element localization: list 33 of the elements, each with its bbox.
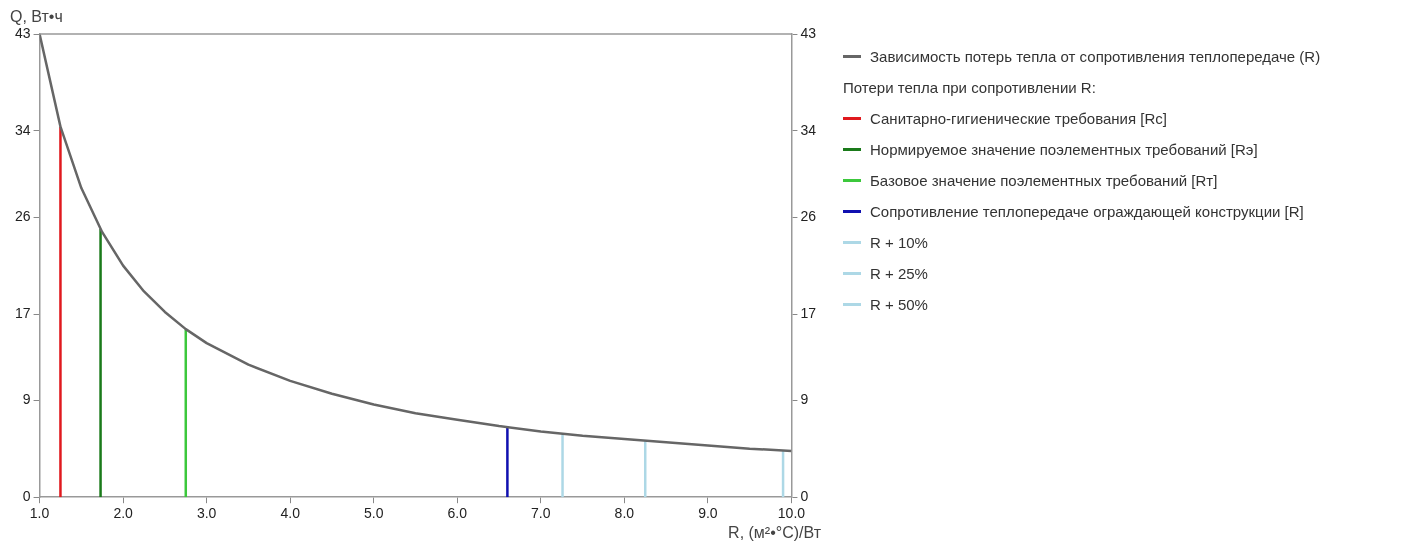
y-tick-label: 43 <box>14 24 31 41</box>
x-tick-label: 6.0 <box>447 505 468 522</box>
y2-tick-label: 43 <box>800 24 817 41</box>
x-tick-label: 10.0 <box>777 505 806 522</box>
x-tick-label: 7.0 <box>531 505 551 522</box>
y-tick-label: 0 <box>22 488 31 505</box>
y2-tick-label: 34 <box>800 121 817 138</box>
x-tick-label: 1.0 <box>29 505 50 522</box>
x-axis-title: R, (м²•°C)/Вт <box>728 524 822 542</box>
legend-label: R + 25% <box>870 264 928 284</box>
y2-tick-label: 9 <box>800 391 809 408</box>
legend-label: Сопротивление теплопередаче ограждающей конструкции [R] <box>870 202 1304 222</box>
x-tick-label: 2.0 <box>113 505 134 522</box>
legend-label: Санитарно-гигиенические требования [Rc] <box>870 109 1167 129</box>
x-tick-label: 4.0 <box>280 505 301 522</box>
x-tick-label: 3.0 <box>196 505 217 522</box>
y2-tick-label: 0 <box>800 488 809 505</box>
legend-title: Потери тепла при сопротивлении R: <box>843 78 1097 98</box>
y-tick-label: 9 <box>22 391 31 408</box>
legend-label: R + 10% <box>870 233 928 253</box>
y-tick-label: 17 <box>14 304 31 321</box>
legend-label: Базовое значение поэлементных требований [Rт] <box>870 171 1218 191</box>
legend-label: Зависимость потерь тепла от сопротивления теплопередаче (R) <box>870 47 1321 67</box>
legend-label: R + 50% <box>870 295 928 315</box>
x-tick-label: 5.0 <box>364 505 384 522</box>
x-tick-label: 9.0 <box>698 505 718 522</box>
x-tick-label: 8.0 <box>614 505 635 522</box>
legend-label: Нормируемое значение поэлементных требований [Rэ] <box>870 140 1258 160</box>
y-tick-label: 26 <box>14 207 31 224</box>
y-tick-label: 34 <box>14 121 31 138</box>
y2-tick-label: 17 <box>800 304 817 321</box>
y2-tick-label: 26 <box>800 207 817 224</box>
y-axis-title: Q, Вт•ч <box>10 8 63 26</box>
